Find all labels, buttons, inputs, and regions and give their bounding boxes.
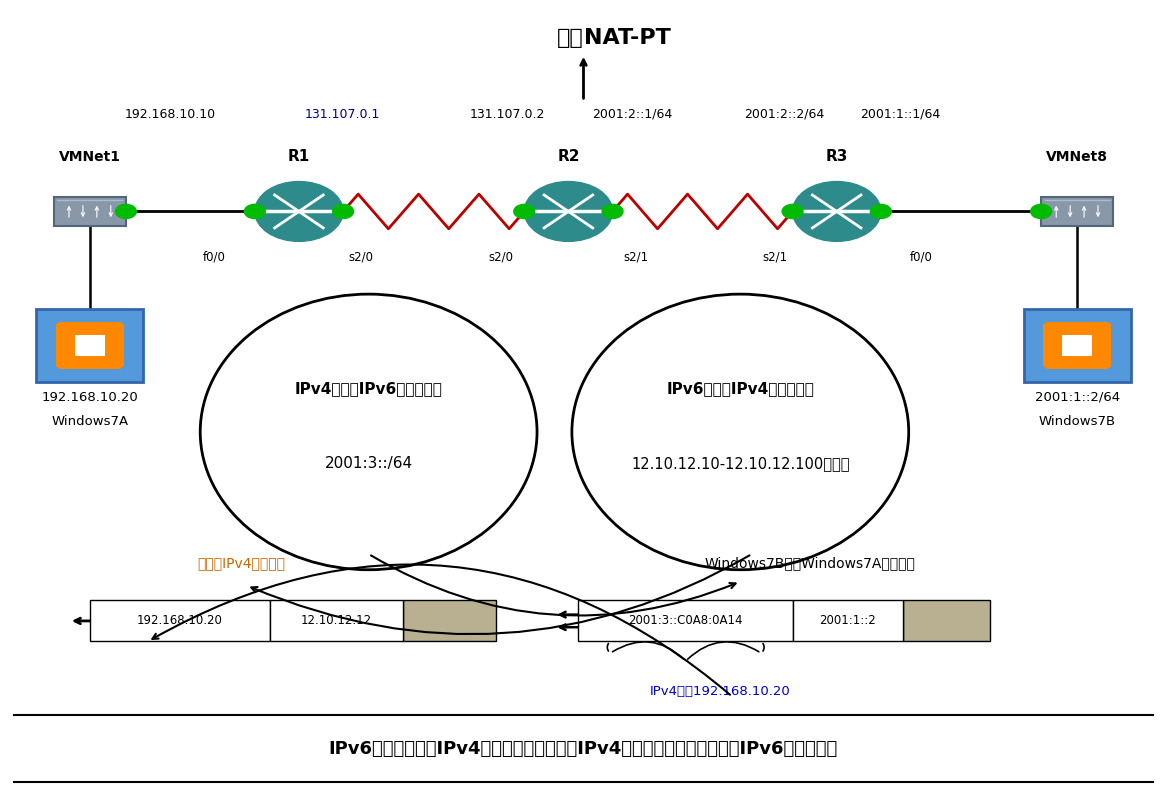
Polygon shape [107, 313, 138, 334]
FancyBboxPatch shape [1043, 322, 1111, 369]
Circle shape [333, 205, 354, 219]
Text: IPv6相当于IPv4的一个网段: IPv6相当于IPv4的一个网段 [666, 381, 815, 396]
FancyBboxPatch shape [578, 600, 792, 642]
FancyBboxPatch shape [75, 335, 105, 355]
FancyBboxPatch shape [903, 600, 990, 642]
FancyBboxPatch shape [54, 197, 126, 226]
Circle shape [254, 182, 343, 241]
FancyBboxPatch shape [1062, 335, 1092, 355]
Text: Windows7B访问Windows7A的数据包: Windows7B访问Windows7A的数据包 [705, 556, 915, 569]
Text: f0/0: f0/0 [910, 251, 932, 264]
Text: s2/1: s2/1 [762, 251, 788, 264]
FancyBboxPatch shape [36, 309, 144, 381]
Circle shape [792, 182, 881, 241]
Text: VMNet1: VMNet1 [58, 150, 121, 164]
Text: s2/1: s2/1 [623, 251, 649, 264]
Text: 12.10.12.10-12.10.12.100地址池: 12.10.12.10-12.10.12.100地址池 [631, 456, 850, 471]
Polygon shape [1095, 357, 1125, 377]
FancyBboxPatch shape [270, 600, 404, 642]
Text: s2/0: s2/0 [489, 251, 513, 264]
Text: 192.168.10.10: 192.168.10.10 [125, 108, 216, 121]
Text: Windows7B: Windows7B [1039, 415, 1116, 427]
Text: 2001:3::C0A8:0A14: 2001:3::C0A8:0A14 [628, 615, 742, 627]
Polygon shape [1095, 313, 1125, 334]
Polygon shape [42, 313, 72, 334]
Circle shape [871, 205, 892, 219]
Text: 2001:2::2/64: 2001:2::2/64 [743, 108, 824, 121]
Text: R2: R2 [557, 149, 580, 164]
Text: 2001:1::1/64: 2001:1::1/64 [860, 108, 941, 121]
Text: NAT-PT: NAT-PT [584, 29, 670, 48]
Text: VMNet8: VMNet8 [1046, 150, 1109, 164]
Text: s2/0: s2/0 [348, 251, 373, 264]
Polygon shape [107, 357, 138, 377]
Text: 12.10.12.12: 12.10.12.12 [301, 615, 372, 627]
Text: 2001:1::2/64: 2001:1::2/64 [1035, 391, 1119, 404]
Text: f0/0: f0/0 [203, 251, 225, 264]
Polygon shape [42, 357, 72, 377]
Circle shape [1030, 205, 1051, 219]
FancyBboxPatch shape [56, 322, 124, 369]
Text: 2001:3::/64: 2001:3::/64 [324, 456, 413, 471]
Circle shape [782, 205, 803, 219]
Text: 转换成IPv4的数据包: 转换成IPv4的数据包 [197, 556, 285, 569]
FancyBboxPatch shape [1023, 309, 1131, 381]
FancyBboxPatch shape [1041, 197, 1113, 226]
Text: IPv6可以主动访问IPv4的网络中的计算机，IPv4中的计算机不能主动访问IPv6中的计算机: IPv6可以主动访问IPv4的网络中的计算机，IPv4中的计算机不能主动访问IP… [329, 741, 838, 758]
Circle shape [244, 205, 265, 219]
Polygon shape [1029, 357, 1060, 377]
Text: R1: R1 [288, 149, 310, 164]
Circle shape [116, 205, 137, 219]
Circle shape [602, 205, 623, 219]
Text: 192.168.10.20: 192.168.10.20 [137, 615, 223, 627]
Text: 动态: 动态 [557, 29, 584, 48]
Text: IPv4相当于IPv6的一个网段: IPv4相当于IPv6的一个网段 [295, 381, 442, 396]
Text: 192.168.10.20: 192.168.10.20 [42, 391, 138, 404]
Circle shape [513, 205, 534, 219]
Text: Windows7A: Windows7A [51, 415, 128, 427]
Polygon shape [1029, 313, 1060, 334]
Text: IPv4地址192.168.10.20: IPv4地址192.168.10.20 [650, 684, 791, 698]
FancyBboxPatch shape [404, 600, 496, 642]
Text: 2001:1::2: 2001:1::2 [819, 615, 876, 627]
FancyBboxPatch shape [792, 600, 903, 642]
Text: 131.107.0.1: 131.107.0.1 [305, 108, 380, 121]
Text: 2001:2::1/64: 2001:2::1/64 [592, 108, 672, 121]
Text: 131.107.0.2: 131.107.0.2 [469, 108, 545, 121]
Circle shape [524, 182, 613, 241]
FancyBboxPatch shape [90, 600, 270, 642]
Text: R3: R3 [825, 149, 848, 164]
